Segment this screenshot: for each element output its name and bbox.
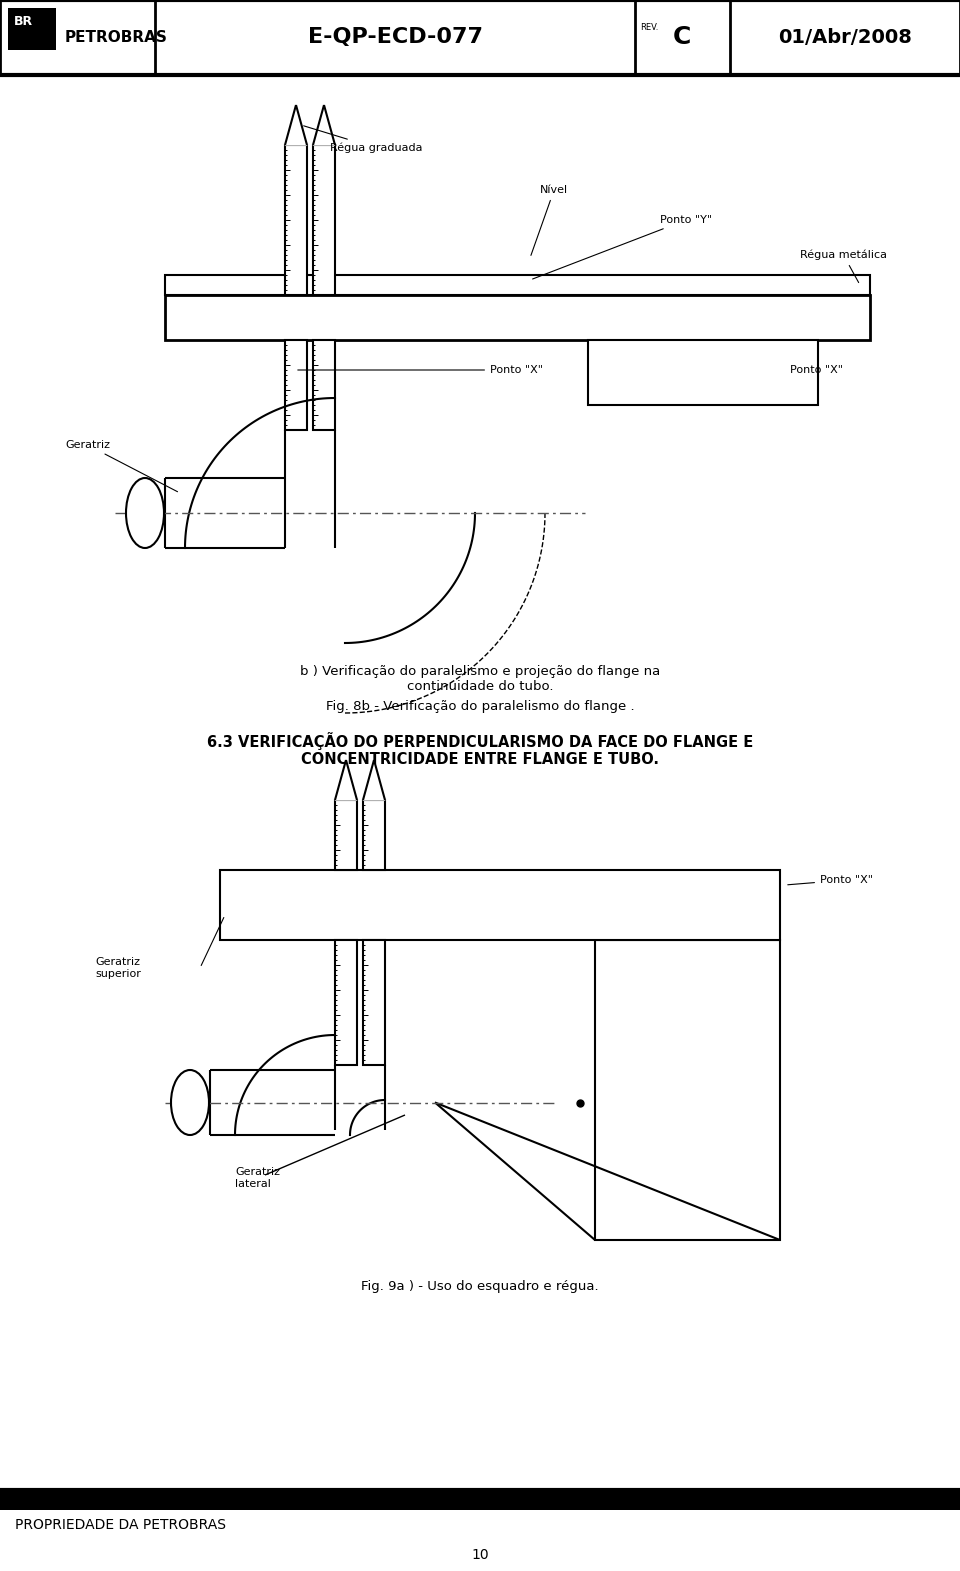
Bar [220,870,780,939]
Bar [595,939,780,1240]
Text: E-QP-ECD-077: E-QP-ECD-077 [307,27,483,47]
Text: Ponto "X": Ponto "X" [788,875,873,884]
Bar [335,800,357,870]
Text: 6.3 VERIFICAÇÃO DO PERPENDICULARISMO DA FACE DO FLANGE E: 6.3 VERIFICAÇÃO DO PERPENDICULARISMO DA … [206,732,754,749]
Ellipse shape [171,1070,209,1134]
Bar [363,800,385,870]
Polygon shape [285,105,307,145]
Polygon shape [335,760,357,800]
Text: CONCENTRICIDADE ENTRE FLANGE E TUBO.: CONCENTRICIDADE ENTRE FLANGE E TUBO. [301,753,659,767]
Text: PROPRIEDADE DA PETROBRAS: PROPRIEDADE DA PETROBRAS [15,1518,226,1532]
Text: PETROBRAS: PETROBRAS [65,30,168,44]
Text: Fig. 9a ) - Uso do esquadro e régua.: Fig. 9a ) - Uso do esquadro e régua. [361,1280,599,1293]
Bar [165,275,870,295]
Text: Ponto "Y": Ponto "Y" [533,215,712,280]
Bar [313,339,335,430]
Bar [588,339,818,405]
Text: Régua metálica: Régua metálica [800,250,887,283]
Bar [285,145,307,295]
Ellipse shape [126,478,164,548]
Text: Régua graduada: Régua graduada [303,126,422,154]
Text: Ponto "X": Ponto "X" [790,364,843,375]
Text: Ponto "X": Ponto "X" [298,364,543,375]
Text: Geratriz: Geratriz [65,440,178,492]
Polygon shape [363,760,385,800]
Bar [0,1489,960,1510]
Text: C: C [673,25,691,49]
Bar [313,145,335,295]
Text: b ) Verificação do paralelismo e projeção do flange na
continuidade do tubo.: b ) Verificação do paralelismo e projeçã… [300,665,660,693]
Text: 10: 10 [471,1547,489,1562]
Bar [285,339,307,430]
Bar [165,295,870,339]
Polygon shape [313,105,335,145]
Text: Geratriz
superior: Geratriz superior [95,957,141,979]
Bar [335,939,357,1065]
Text: REV.: REV. [640,22,659,31]
Text: 01/Abr/2008: 01/Abr/2008 [778,28,912,47]
Bar [363,939,385,1065]
Bar [8,8,56,50]
Text: Geratriz
lateral: Geratriz lateral [235,1167,280,1189]
Text: Fig. 8b - Verificação do paralelismo do flange .: Fig. 8b - Verificação do paralelismo do … [325,701,635,713]
Text: BR: BR [14,14,34,28]
Text: Nível: Nível [531,185,568,256]
